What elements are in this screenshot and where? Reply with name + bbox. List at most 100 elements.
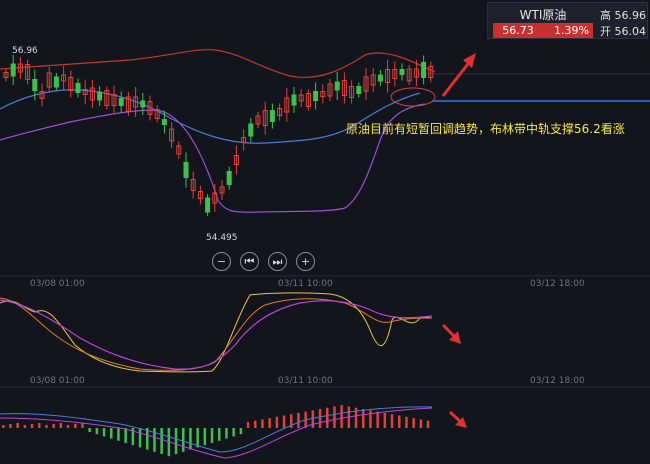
candle-body [176, 145, 182, 155]
instrument-name: WTI原油 [519, 8, 567, 22]
kdj-k-line [0, 299, 433, 370]
macd-bar [290, 414, 293, 428]
candle-body [97, 91, 103, 101]
candle-body [262, 110, 268, 126]
candle-body [125, 96, 131, 112]
boll-lower-line [0, 103, 426, 213]
candle-body [39, 91, 45, 99]
macd-bar [95, 428, 99, 435]
candle-body [399, 69, 405, 75]
macd-bar [131, 428, 135, 446]
candle-body [428, 66, 434, 78]
candle-body [68, 77, 74, 91]
candle-body [133, 96, 139, 108]
macd-bar [376, 411, 379, 428]
macd-bar [146, 428, 149, 450]
candle-body [392, 69, 398, 79]
open-value: 开 56.04 [600, 23, 646, 39]
candle-body [10, 63, 16, 77]
candle-body [53, 76, 59, 88]
macd-bar [398, 415, 401, 428]
macd-histogram [2, 405, 430, 457]
macd-bar [203, 428, 207, 446]
macd-bar [30, 424, 34, 428]
zoom-in-button[interactable]: + [296, 252, 315, 271]
zoom-out-button[interactable]: − [212, 252, 231, 271]
candle-body [190, 179, 196, 191]
candle-body [75, 83, 81, 93]
macd-bar [232, 428, 235, 437]
macd-bar [318, 409, 322, 428]
macd-bar [326, 407, 329, 428]
macd-bar [426, 420, 430, 428]
candle-body [82, 89, 88, 95]
candle-body [363, 76, 369, 92]
candle-body [183, 162, 189, 178]
jump-last-button[interactable]: ⏭ [268, 252, 287, 271]
macd-bar [2, 425, 5, 428]
date-label-3: 03/12 18:00 [530, 279, 585, 289]
boll-upper-line [0, 49, 436, 78]
candle-body [385, 69, 391, 83]
candle-body [61, 74, 67, 82]
macd-bar [390, 414, 394, 428]
macd-bar [369, 410, 372, 428]
macd-bar [412, 418, 415, 428]
current-price: 56.73 [493, 23, 543, 38]
macd-bar [333, 406, 336, 428]
macd-bar [275, 416, 279, 428]
candle-body [205, 197, 211, 213]
candle-body [377, 74, 383, 82]
kdj-d-line [0, 297, 433, 371]
candle-body [277, 108, 283, 116]
candle-body [284, 97, 290, 113]
down-arrow-icon-kdj [441, 323, 461, 344]
macd-bar [405, 416, 408, 428]
macd-bar [124, 428, 127, 443]
high-value: 高 56.96 [600, 7, 646, 23]
macd-bar [218, 428, 221, 441]
macd-bar [153, 428, 156, 452]
macd-bar [261, 419, 264, 428]
candle-body [147, 101, 153, 115]
macd-bar [182, 428, 185, 452]
macd-bar [254, 420, 257, 428]
candle-body [269, 110, 275, 122]
jump-first-button[interactable]: ⏮ [240, 252, 259, 271]
candle-body [327, 83, 333, 97]
macd-bar [45, 425, 48, 428]
macd-bar [117, 428, 120, 441]
macd-bar [282, 415, 286, 428]
candle-body [370, 74, 376, 86]
macd-bar [354, 407, 358, 428]
macd-bar [102, 428, 106, 437]
candle-body [255, 115, 261, 125]
candle-body [298, 94, 304, 102]
macd-bar [189, 428, 192, 450]
date-label-1-lower: 03/08 01:00 [30, 376, 85, 386]
open-label: 开 [600, 25, 611, 38]
high-number: 56.96 [614, 9, 647, 22]
macd-bar [419, 419, 423, 428]
macd-bar [340, 405, 343, 428]
candle-body [233, 155, 239, 165]
macd-dea-line [0, 407, 433, 459]
macd-bar [383, 412, 387, 428]
macd-bar [110, 428, 113, 439]
candle-body [46, 72, 52, 88]
candle-body [413, 68, 419, 78]
candle-body [313, 91, 319, 101]
candle-body [118, 98, 124, 106]
high-marker-label: 56.96 [12, 46, 38, 56]
date-label-2-lower: 03/11 10:00 [278, 376, 333, 386]
macd-bar [311, 410, 315, 428]
candle-body [219, 186, 225, 194]
candle-body [241, 137, 247, 143]
candle-body [320, 91, 326, 97]
macd-bar [9, 424, 12, 428]
candle-body [248, 123, 254, 137]
macd-bar [196, 428, 199, 448]
candle-body [341, 80, 347, 96]
macd-bar [59, 423, 63, 428]
candle-body [3, 72, 9, 78]
